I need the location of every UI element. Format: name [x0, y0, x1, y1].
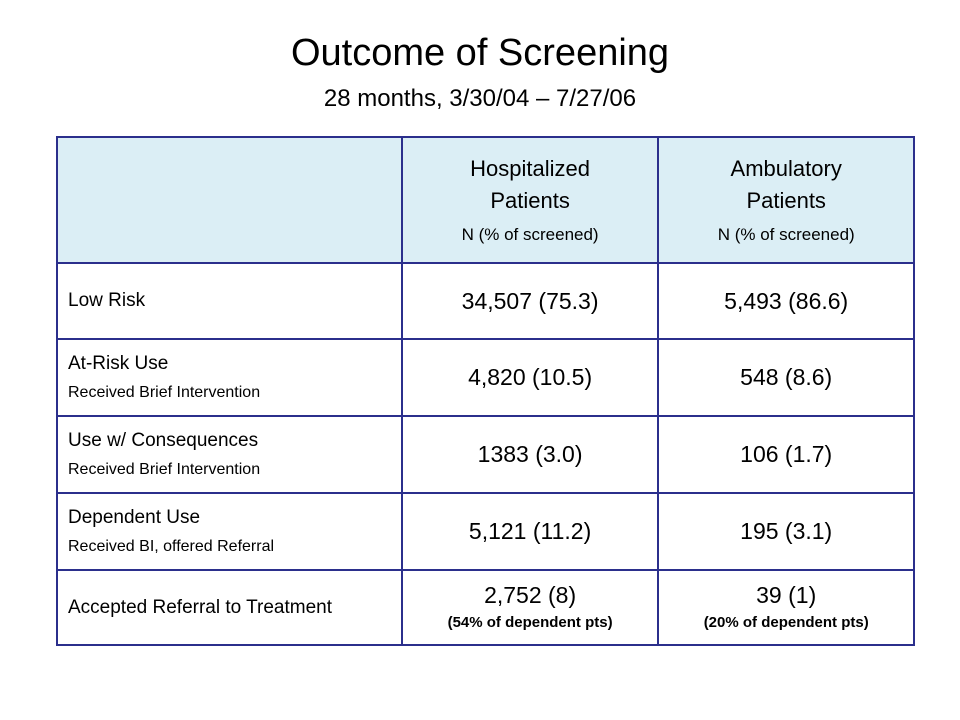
row-label-cell: Dependent Use Received BI, offered Refer… [56, 492, 403, 571]
header-hospitalized-sub: N (% of screened) [461, 225, 599, 244]
ambulatory-value-cell: 106 (1.7) [657, 415, 915, 494]
row-label-cell: Low Risk [56, 262, 403, 340]
header-hospitalized-line1: Hospitalized [470, 156, 591, 181]
ambulatory-value-note: (20% of dependent pts) [703, 614, 869, 631]
hospitalized-value-cell: 5,121 (11.2) [400, 492, 660, 571]
table-row-accepted-referral: Accepted Referral to Treatment 2,752 (8)… [56, 569, 915, 646]
table-row-dependent-use: Dependent Use Received BI, offered Refer… [56, 492, 915, 571]
row-label-cell: Accepted Referral to Treatment [56, 569, 403, 646]
header-hospitalized: Hospitalized Patients N (% of screened) [400, 136, 660, 264]
header-ambulatory-line2: Patients [746, 188, 826, 213]
row-sublabel: Received Brief Intervention [68, 460, 261, 478]
row-sublabel: Received BI, offered Referral [68, 537, 275, 555]
ambulatory-value: 195 (3.1) [740, 518, 833, 544]
outcome-table: Hospitalized Patients N (% of screened) … [56, 136, 915, 646]
hospitalized-value-note: (54% of dependent pts) [447, 614, 613, 631]
hospitalized-value-cell: 2,752 (8) (54% of dependent pts) [400, 569, 660, 646]
row-label: Use w/ Consequences [68, 429, 259, 451]
table-row-use-with-consequences: Use w/ Consequences Received Brief Inter… [56, 415, 915, 494]
hospitalized-value: 2,752 (8) [484, 582, 577, 608]
table-row-low-risk: Low Risk 34,507 (75.3) 5,493 (86.6) [56, 262, 915, 340]
ambulatory-value: 5,493 (86.6) [724, 287, 849, 314]
ambulatory-value-cell: 39 (1) (20% of dependent pts) [657, 569, 915, 646]
hospitalized-value-cell: 34,507 (75.3) [400, 262, 660, 340]
ambulatory-value-cell: 5,493 (86.6) [657, 262, 915, 340]
hospitalized-value: 1383 (3.0) [477, 441, 583, 467]
ambulatory-value-cell: 548 (8.6) [657, 338, 915, 417]
row-label: Low Risk [68, 290, 146, 311]
ambulatory-value: 39 (1) [756, 582, 817, 608]
header-corner-cell [56, 136, 403, 264]
hospitalized-value: 4,820 (10.5) [468, 364, 593, 390]
row-label-cell: Use w/ Consequences Received Brief Inter… [56, 415, 403, 494]
ambulatory-value-cell: 195 (3.1) [657, 492, 915, 571]
header-hospitalized-line2: Patients [490, 188, 570, 213]
row-label: At-Risk Use [68, 352, 169, 374]
row-label: Dependent Use [68, 506, 201, 528]
hospitalized-value: 5,121 (11.2) [468, 518, 592, 544]
header-ambulatory-line1: Ambulatory [730, 156, 842, 181]
hospitalized-value-cell: 1383 (3.0) [400, 415, 660, 494]
hospitalized-value-cell: 4,820 (10.5) [400, 338, 660, 417]
header-ambulatory: Ambulatory Patients N (% of screened) [657, 136, 915, 264]
hospitalized-value: 34,507 (75.3) [461, 287, 599, 314]
header-ambulatory-sub: N (% of screened) [717, 225, 855, 244]
row-label-cell: At-Risk Use Received Brief Intervention [56, 338, 403, 417]
ambulatory-value: 548 (8.6) [740, 364, 833, 390]
table-row-at-risk-use: At-Risk Use Received Brief Intervention … [56, 338, 915, 417]
page-subtitle: 28 months, 3/30/04 – 7/27/06 [323, 85, 637, 112]
ambulatory-value: 106 (1.7) [740, 441, 833, 467]
row-label: Accepted Referral to Treatment [68, 596, 333, 618]
row-sublabel: Received Brief Intervention [68, 383, 261, 401]
table-header-row: Hospitalized Patients N (% of screened) … [56, 136, 915, 264]
page-title: Outcome of Screening [290, 32, 670, 74]
